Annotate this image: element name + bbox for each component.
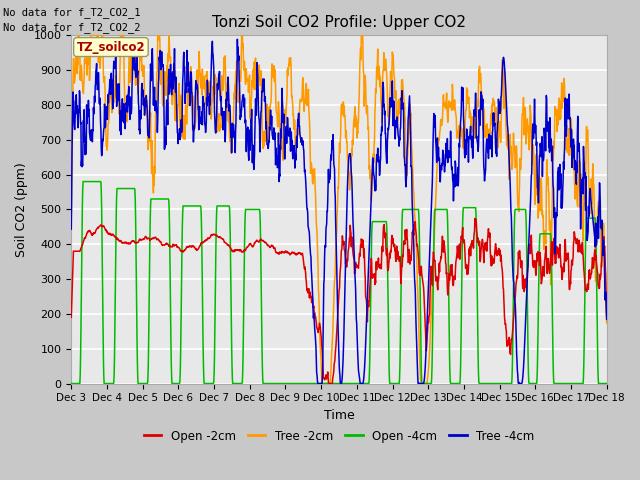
Text: No data for f_T2_CO2_1: No data for f_T2_CO2_1 xyxy=(3,7,141,18)
Text: TZ_soilco2: TZ_soilco2 xyxy=(77,40,145,54)
X-axis label: Time: Time xyxy=(324,409,355,422)
Legend: Open -2cm, Tree -2cm, Open -4cm, Tree -4cm: Open -2cm, Tree -2cm, Open -4cm, Tree -4… xyxy=(139,425,539,447)
Y-axis label: Soil CO2 (ppm): Soil CO2 (ppm) xyxy=(15,162,28,257)
Text: No data for f_T2_CO2_2: No data for f_T2_CO2_2 xyxy=(3,22,141,33)
Title: Tonzi Soil CO2 Profile: Upper CO2: Tonzi Soil CO2 Profile: Upper CO2 xyxy=(212,15,466,30)
